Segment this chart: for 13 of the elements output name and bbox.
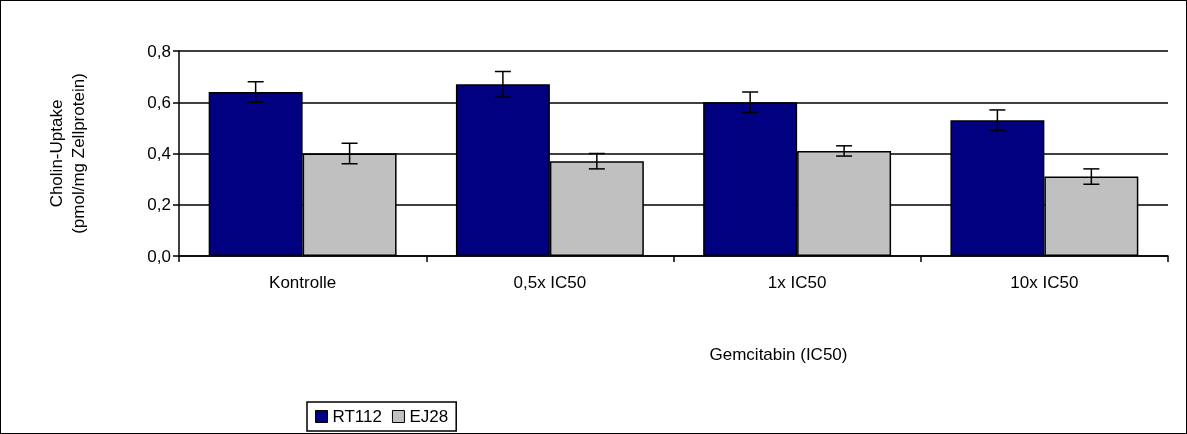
x-tick-label: Kontrolle: [269, 273, 337, 292]
y-tick-label: 0,4: [147, 144, 171, 163]
y-tick-label: 0,2: [147, 195, 171, 215]
x-axis-title: Gemcitabin (IC50): [709, 345, 848, 364]
x-tick-label: 10x IC50: [1010, 273, 1079, 292]
y-tick-label: 0,6: [147, 92, 171, 112]
legend-label: RT112: [332, 407, 382, 426]
legend-label: EJ28: [409, 407, 449, 426]
x-tick-label: 0,5x IC50: [513, 273, 587, 292]
x-tick-label: 1x IC50: [767, 273, 827, 292]
y-axis-title: Cholin-Uptake (pmol/mg Zellprotein): [46, 73, 88, 234]
y-tick-label: 0,8: [147, 41, 171, 61]
y-tick-label: 0,0: [147, 246, 171, 266]
